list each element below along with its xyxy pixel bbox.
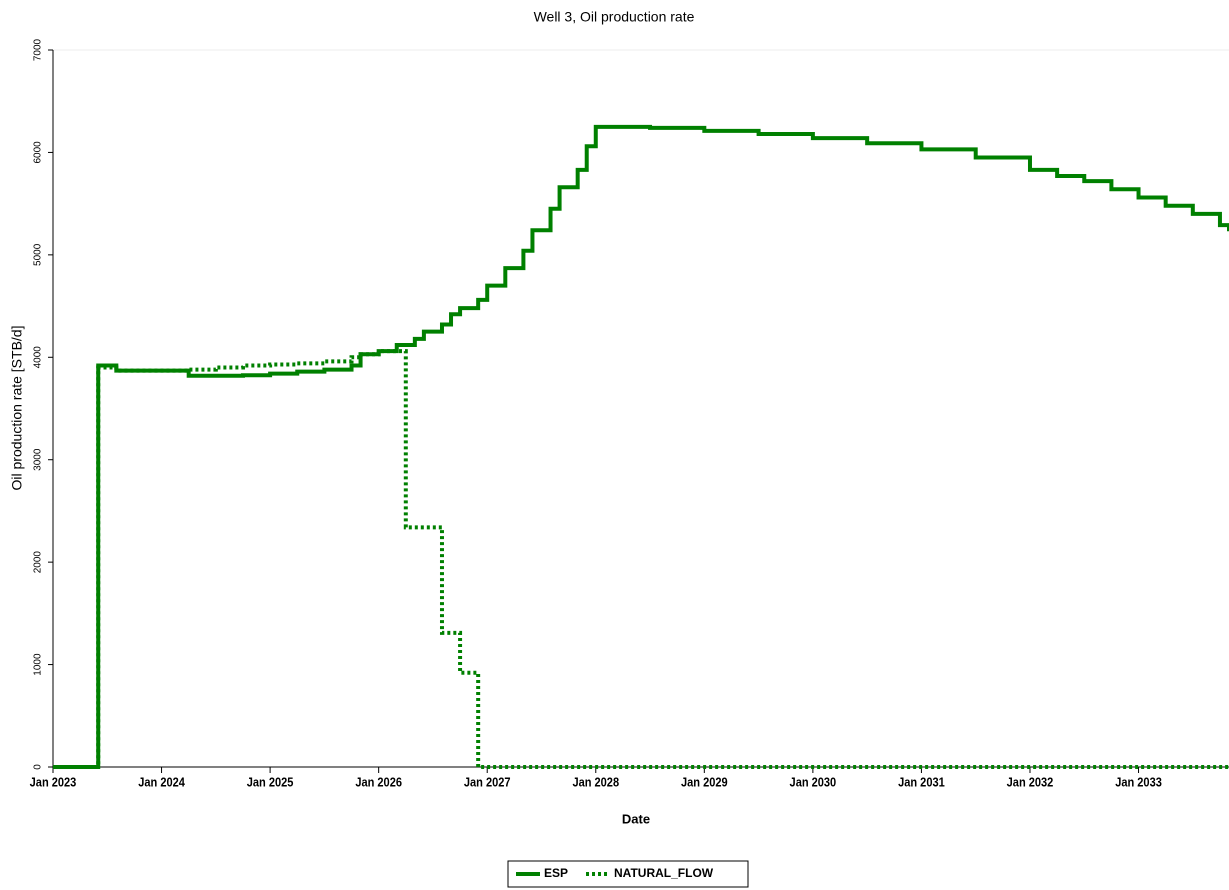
x-tick-label: Jan 2032 [1007, 775, 1054, 790]
x-tick-label: Jan 2025 [247, 775, 294, 790]
x-tick-label: Jan 2027 [464, 775, 511, 790]
y-axis-label: Oil production rate [STB/d] [9, 326, 25, 491]
y-tick-label: 4000 [33, 346, 44, 369]
y-tick-label: 7000 [33, 38, 44, 61]
y-tick-label: 3000 [33, 448, 44, 471]
x-tick-label: Jan 2023 [30, 775, 77, 790]
x-tick-label: Jan 2031 [898, 775, 945, 790]
series-line [53, 349, 1229, 769]
x-tick-label: Jan 2030 [790, 775, 837, 790]
legend-box [507, 860, 749, 888]
x-tick-label: Jan 2024 [138, 775, 185, 790]
legend-label: ESP [544, 866, 568, 880]
y-tick-label: 0 [33, 764, 44, 770]
y-tick-label: 2000 [33, 551, 44, 574]
y-tick-label: 5000 [33, 243, 44, 266]
x-tick-label: Jan 2028 [572, 775, 619, 790]
legend-label: NATURAL_FLOW [614, 866, 714, 880]
y-tick-label: 1000 [33, 653, 44, 676]
x-tick-label: Jan 2026 [355, 775, 402, 790]
chart-title: Well 3, Oil production rate [534, 9, 695, 25]
y-tick-label: 6000 [33, 141, 44, 164]
x-tick-label: Jan 2029 [681, 775, 728, 790]
x-tick-label: Jan 2033 [1115, 775, 1162, 790]
x-axis-label: Date [622, 811, 650, 826]
series-line [53, 124, 1229, 769]
